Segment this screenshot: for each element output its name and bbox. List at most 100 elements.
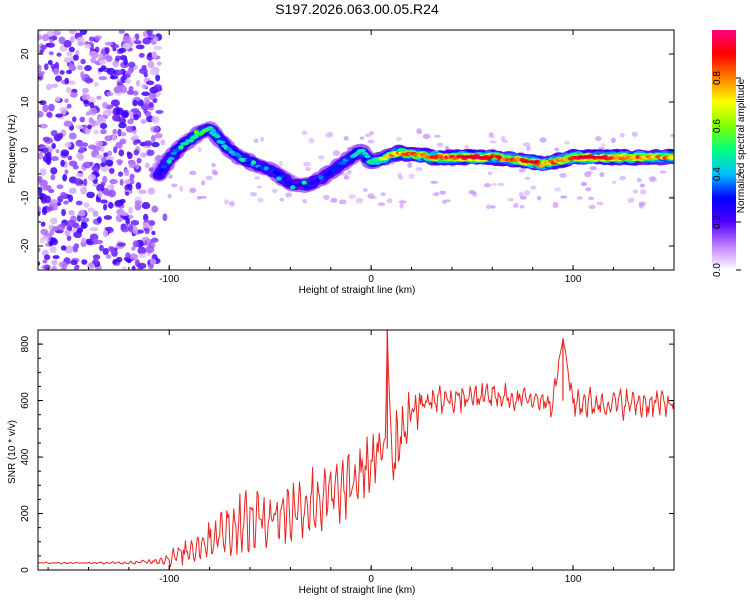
halo-blob: [600, 143, 606, 147]
noise-blob: [130, 108, 140, 113]
noise-blob: [88, 144, 97, 150]
colorbar-label: Normalized spectral amplitude: [736, 78, 747, 213]
noise-blob: [144, 227, 150, 235]
snr-plot-area: [38, 330, 674, 570]
noise-blob: [138, 68, 148, 75]
halo-blob: [433, 134, 441, 138]
halo-blob: [580, 181, 588, 187]
noise-blob: [86, 240, 95, 246]
noise-blob: [140, 152, 147, 158]
noise-blob: [86, 191, 95, 199]
noise-blob: [105, 55, 113, 63]
noise-blob: [40, 44, 47, 50]
halo-blob: [522, 142, 531, 147]
noise-blob: [106, 67, 116, 76]
noise-blob: [124, 78, 132, 84]
snr-y-tick-label: 800: [20, 335, 31, 352]
halo-blob: [589, 166, 598, 171]
colorbar-tick-label: 0.0: [712, 263, 723, 277]
colorbar-tick-label: 0.6: [712, 119, 723, 133]
halo-blob: [416, 130, 423, 134]
colorbar-tick-label: 0.8: [712, 71, 723, 85]
noise-blob: [80, 186, 87, 195]
noise-blob: [146, 80, 155, 86]
noise-blob: [51, 143, 56, 150]
noise-blob: [100, 162, 106, 168]
noise-blob: [93, 129, 100, 135]
snr-y-tick-label: 400: [20, 448, 31, 465]
halo-blob: [576, 196, 583, 200]
noise-blob: [127, 118, 134, 125]
noise-blob: [88, 107, 98, 116]
noise-blob: [38, 186, 43, 194]
noise-blob: [74, 264, 80, 269]
halo-blob: [396, 136, 402, 142]
noise-blob: [131, 246, 136, 251]
noise-blob: [102, 101, 108, 109]
halo-blob: [399, 202, 404, 209]
noise-blob: [132, 226, 138, 235]
halo-blob: [367, 193, 375, 199]
snr-series-layer: [38, 330, 674, 568]
noise-blob: [138, 253, 147, 259]
noise-blob: [111, 134, 117, 141]
halo-blob: [436, 142, 444, 147]
noise-blob: [66, 219, 76, 228]
spectrogram-noise-layer: [38, 30, 674, 270]
halo-blob: [323, 194, 330, 200]
noise-blob: [50, 174, 56, 181]
noise-blob: [40, 228, 49, 236]
ridge-hotspot: [239, 157, 246, 163]
noise-blob: [128, 183, 133, 191]
noise-blob: [112, 259, 118, 265]
halo-blob: [554, 187, 562, 192]
noise-blob: [117, 171, 124, 177]
halo-blob: [636, 178, 642, 183]
snr-x-tick-label: 0: [368, 574, 374, 585]
noise-blob: [127, 152, 133, 160]
noise-blob: [90, 57, 97, 64]
noise-blob: [99, 123, 108, 129]
noise-blob: [103, 215, 113, 220]
noise-blob: [138, 52, 145, 58]
halo-blob: [648, 176, 656, 182]
noise-blob: [72, 116, 77, 123]
halo-blob: [639, 189, 647, 195]
noise-blob: [79, 30, 88, 36]
noise-blob: [41, 34, 50, 42]
noise-blob: [60, 222, 66, 228]
noise-blob: [75, 173, 84, 178]
halo-blob: [539, 137, 547, 143]
noise-blob: [61, 108, 67, 115]
noise-blob: [119, 138, 127, 145]
noise-blob: [89, 101, 95, 109]
noise-blob: [43, 63, 49, 71]
ridge-blob: [206, 126, 214, 130]
noise-blob: [127, 258, 132, 264]
noise-blob: [118, 30, 125, 34]
halo-blob: [168, 174, 173, 179]
noise-blob: [63, 39, 72, 48]
noise-blob: [47, 103, 55, 112]
noise-blob: [118, 149, 125, 157]
chart-title: S197.2026.063.00.05.R24: [275, 1, 439, 17]
ridge-blob: [340, 161, 347, 165]
halo-blob: [398, 200, 407, 204]
noise-blob: [97, 190, 103, 199]
halo-blob: [434, 191, 440, 197]
halo-blob: [595, 136, 602, 142]
noise-blob: [69, 35, 75, 43]
noise-blob: [82, 142, 89, 147]
halo-blob: [619, 132, 625, 138]
halo-blob: [519, 204, 525, 209]
noise-blob: [131, 265, 136, 270]
noise-blob: [41, 147, 49, 153]
ridge-blob: [364, 154, 371, 159]
noise-blob: [112, 128, 117, 135]
noise-blob: [98, 67, 104, 73]
noise-blob: [132, 99, 138, 107]
halo-blob: [415, 167, 423, 172]
noise-blob: [112, 60, 120, 68]
noise-blob: [145, 245, 155, 254]
